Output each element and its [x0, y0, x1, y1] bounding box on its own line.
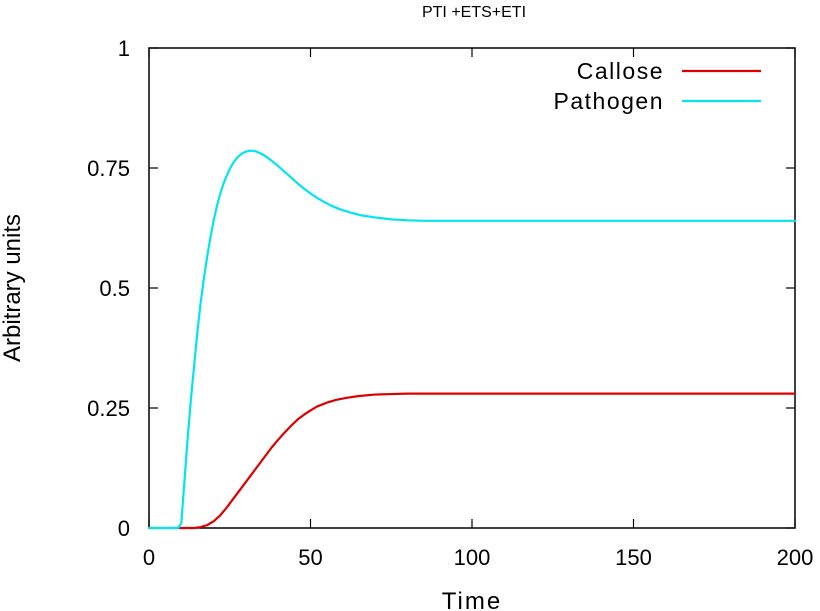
- legend-label-pathogen: Pathogen: [554, 88, 664, 114]
- series-lines: [147, 149, 797, 530]
- axis-ticks: 0 50 100 150 200 0 0.25 0.5 0.75 1: [87, 36, 813, 570]
- chart-title: PTI +ETS+ETI: [422, 4, 526, 21]
- y-tick-label: 1: [118, 36, 130, 61]
- x-tick-label: 100: [454, 545, 491, 570]
- x-axis-label: Time: [442, 588, 502, 611]
- x-tick-label: 200: [777, 545, 814, 570]
- x-tick-label: 150: [615, 545, 652, 570]
- y-tick-label: 0.25: [87, 396, 130, 421]
- plot-frame: [148, 47, 796, 529]
- x-tick-label: 0: [143, 545, 155, 570]
- x-tick-label: 50: [298, 545, 322, 570]
- legend: Callose Pathogen: [554, 58, 761, 114]
- series-line-pathogen: [147, 149, 797, 530]
- legend-label-callose: Callose: [577, 58, 664, 84]
- y-tick-label: 0.5: [99, 276, 130, 301]
- y-tick-label: 0: [118, 516, 130, 541]
- y-tick-label: 0.75: [87, 156, 130, 181]
- y-axis-label: Arbitrary units: [0, 214, 26, 362]
- series-line-callose: [147, 392, 797, 530]
